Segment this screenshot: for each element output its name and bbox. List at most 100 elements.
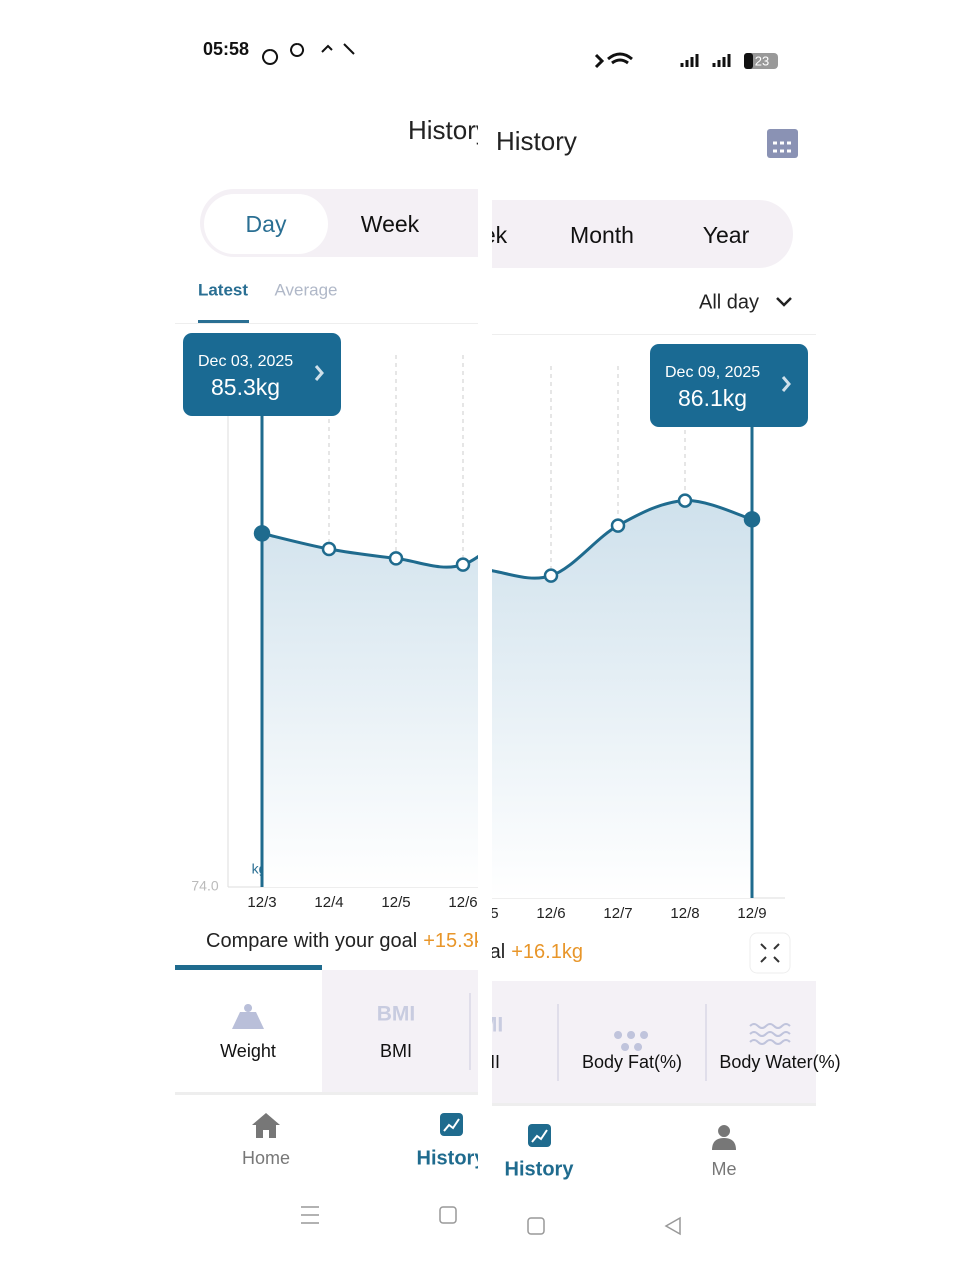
goal-compare: Compare with your goal +15.3kg xyxy=(206,930,495,952)
tooltip[interactable] xyxy=(650,344,808,427)
me-icon xyxy=(712,1125,736,1150)
point[interactable] xyxy=(610,518,626,533)
metric-tab[interactable]: BMI xyxy=(380,1041,412,1061)
history-icon-line xyxy=(443,1118,460,1132)
separator xyxy=(492,334,816,335)
y-tick-label: 74.0 xyxy=(191,878,218,894)
metrics-bottom xyxy=(175,1092,478,1095)
point[interactable] xyxy=(677,493,693,508)
period-tab[interactable]: Year xyxy=(703,222,750,248)
water-icon xyxy=(749,1023,791,1045)
goal-compare-label: Compare with your goal xyxy=(206,930,417,952)
x-tick-label: 12/6 xyxy=(536,905,565,922)
tooltip[interactable] xyxy=(183,333,341,416)
home-icon xyxy=(340,1124,368,1149)
tooltip-value: 86.1kg xyxy=(678,385,747,411)
nav-item[interactable]: Me xyxy=(711,1159,736,1179)
status-icons xyxy=(262,43,355,65)
period-tab[interactable]: Week xyxy=(449,222,508,248)
period-tab[interactable]: Month xyxy=(570,222,634,248)
point[interactable] xyxy=(455,557,471,572)
goal-delta: +15.3kg xyxy=(423,930,495,952)
period-tab[interactable]: Week xyxy=(361,211,420,237)
area xyxy=(262,533,478,887)
point[interactable] xyxy=(388,551,404,566)
x-tick-label: 12/6 xyxy=(448,894,477,911)
point[interactable] xyxy=(344,538,356,550)
history-icon-line xyxy=(531,1129,548,1143)
dropdown-chevron xyxy=(776,297,792,307)
status-right-icons xyxy=(594,52,731,69)
home-icon xyxy=(252,1113,280,1138)
metric-underline xyxy=(175,965,322,970)
status-icons xyxy=(351,55,442,75)
screen-panel: 05:5823HistoryDayWeekMonthYearLatestAver… xyxy=(279,50,841,1236)
nav-item[interactable]: Home xyxy=(330,1159,378,1179)
metric-tab[interactable]: Body Fat(%) xyxy=(582,1052,682,1072)
calendar-grid xyxy=(685,132,703,140)
period-tab[interactable]: Day xyxy=(246,211,287,237)
metric-tab[interactable]: Body Water(%) xyxy=(719,1052,840,1072)
status-time: 05:58 xyxy=(203,39,249,59)
system-home[interactable] xyxy=(527,1217,545,1235)
metrics-bg xyxy=(322,970,478,1092)
point[interactable] xyxy=(321,541,337,557)
expand-button[interactable] xyxy=(662,922,702,962)
mode-tab[interactable]: Average xyxy=(274,280,337,299)
battery-level xyxy=(656,42,665,58)
point[interactable] xyxy=(591,484,603,496)
metric-tab[interactable]: BMI xyxy=(468,1052,500,1072)
screen-content: 05:5823HistoryDayWeekMonthYearLatestAver… xyxy=(279,50,841,1236)
period-selector xyxy=(492,200,793,268)
x-tick-label: 12/7 xyxy=(603,905,632,922)
mode-tab[interactable]: Latest xyxy=(198,280,248,299)
point[interactable] xyxy=(253,525,271,542)
point[interactable] xyxy=(478,563,490,575)
tooltip-date: Dec 09, 2025 xyxy=(665,364,760,381)
x-tick-label: 12/5 xyxy=(469,905,498,922)
nav-item[interactable]: History xyxy=(505,1158,575,1180)
bmi-icon: BMI xyxy=(377,1003,416,1026)
page-title: History xyxy=(496,126,577,156)
x-tick-label: 12/8 xyxy=(670,905,699,922)
area xyxy=(492,500,752,898)
history-icon xyxy=(440,1113,463,1136)
mode-tab[interactable]: Average xyxy=(362,291,425,310)
tooltip-value: 85.3kg xyxy=(211,374,280,400)
metrics-bottom xyxy=(492,1103,816,1106)
battery xyxy=(656,42,690,58)
filter-dropdown[interactable]: All day xyxy=(611,280,671,302)
nav-item[interactable]: Home xyxy=(242,1148,290,1168)
system-menu[interactable] xyxy=(389,1218,407,1234)
nav-item[interactable]: History xyxy=(417,1147,487,1169)
screen-panel: 05:5823HistoryDayWeekMonthYearLatestAver… xyxy=(175,39,710,1224)
point[interactable] xyxy=(543,568,559,583)
screen-content: 05:5823HistoryDayWeekMonthYearLatestAver… xyxy=(175,39,710,1224)
status-time: 05:58 xyxy=(291,50,337,70)
system-back[interactable] xyxy=(664,1216,681,1236)
nav-item[interactable]: Me xyxy=(623,1148,648,1168)
system-menu[interactable] xyxy=(301,1206,319,1224)
expand-button[interactable] xyxy=(749,932,791,974)
calendar-icon[interactable] xyxy=(679,118,710,147)
x-tick-label: 12/9 xyxy=(737,905,766,922)
x-tick-label: 12/5 xyxy=(381,894,410,911)
system-back[interactable] xyxy=(578,1207,592,1223)
tooltip-chevron xyxy=(781,376,791,392)
filter-dropdown[interactable]: All day xyxy=(699,291,759,313)
goal-delta: +16.1kg xyxy=(511,941,583,963)
system-home[interactable] xyxy=(439,1206,457,1224)
y-tick-label: 74.0 xyxy=(279,889,306,905)
bodyfat-icon xyxy=(614,1031,649,1051)
goal-compare: Compare with your goal +16.1kg xyxy=(294,941,583,963)
battery-level-label: 23 xyxy=(755,53,769,68)
tooltip-date: Dec 03, 2025 xyxy=(198,353,293,370)
history-icon xyxy=(528,1124,551,1147)
battery-level xyxy=(744,53,753,69)
point[interactable] xyxy=(524,509,536,521)
point[interactable] xyxy=(743,511,761,528)
metrics-bg xyxy=(492,981,816,1103)
separator xyxy=(175,323,478,324)
metric-tab[interactable]: Weight xyxy=(220,1041,276,1061)
